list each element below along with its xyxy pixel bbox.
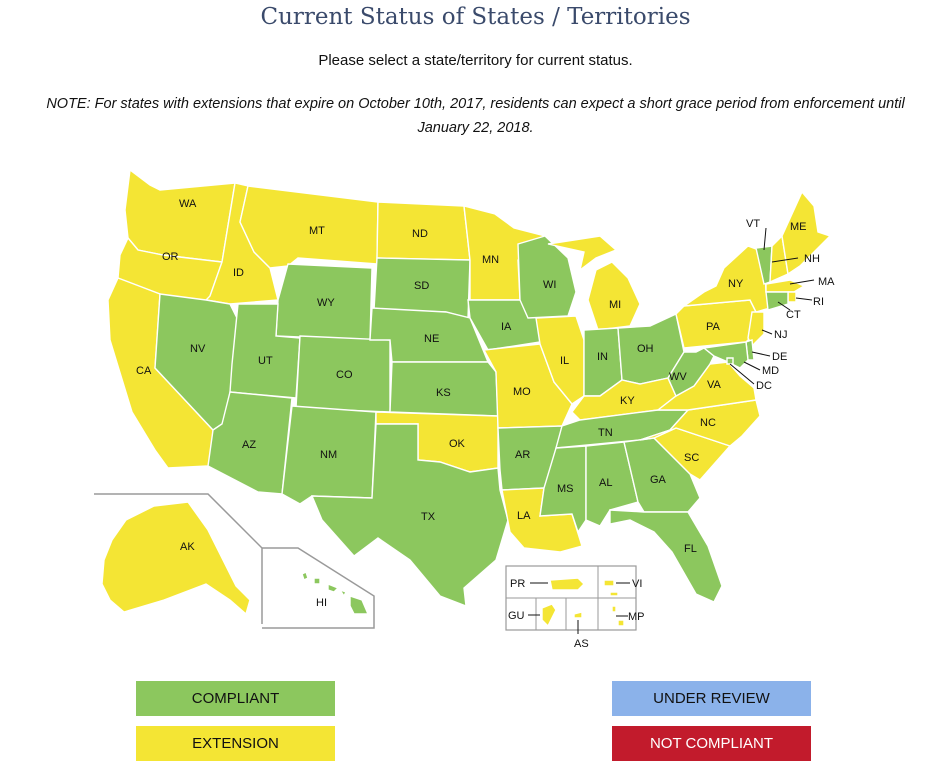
state-dc[interactable] [726, 357, 734, 365]
label-gu: GU [508, 610, 525, 622]
state-hi[interactable] [301, 571, 370, 615]
state-md[interactable] [702, 341, 749, 369]
legend-extension-label: EXTENSION [192, 735, 279, 752]
state-pa[interactable] [675, 299, 757, 349]
legend-under-review-label: UNDER REVIEW [653, 690, 770, 707]
legend-extension-button[interactable]: EXTENSION [136, 726, 335, 761]
territories-inset [505, 565, 637, 631]
label-md: MD [762, 365, 779, 377]
state-ri[interactable] [787, 291, 797, 303]
state-tx[interactable] [310, 423, 509, 608]
label-hi: HI [316, 597, 327, 609]
hawaii-inset-frame [262, 547, 375, 629]
territory-mp[interactable] [611, 605, 625, 627]
note-line-1: NOTE: For states with extensions that ex… [46, 96, 905, 112]
page-title: Current Status of States / Territories [260, 4, 691, 30]
territory-gu[interactable] [541, 603, 557, 628]
legend-not-compliant-button[interactable]: NOT COMPLIANT [612, 726, 811, 761]
state-wa[interactable] [124, 168, 236, 263]
label-pr: PR [510, 578, 525, 590]
state-co[interactable] [295, 335, 391, 413]
state-az[interactable] [207, 391, 293, 495]
state-nj[interactable] [747, 311, 765, 348]
state-mt[interactable] [239, 185, 379, 269]
label-ct: CT [786, 309, 801, 321]
state-wi[interactable] [517, 235, 577, 319]
page-subtitle: Please select a state/territory for curr… [318, 52, 633, 69]
state-me[interactable] [781, 190, 832, 276]
state-nd[interactable] [376, 201, 471, 261]
note-line-2: January 22, 2018. [417, 120, 534, 136]
label-de: DE [772, 351, 787, 363]
state-il[interactable] [535, 315, 585, 405]
legend-under-review-button[interactable]: UNDER REVIEW [612, 681, 811, 716]
us-status-map: WA OR CA ID NV MT WY UT CO AZ NM ND SD N… [94, 168, 835, 650]
label-ri: RI [813, 296, 824, 308]
state-ak[interactable] [101, 501, 251, 616]
label-ma: MA [818, 276, 835, 288]
state-ct[interactable] [765, 291, 789, 311]
label-vi: VI [632, 578, 642, 590]
label-vt: VT [746, 218, 760, 230]
enforcement-note: NOTE: For states with extensions that ex… [0, 92, 951, 140]
state-wy[interactable] [275, 263, 373, 341]
label-leader-lines [528, 227, 815, 634]
legend-compliant-label: COMPLIANT [191, 690, 280, 707]
state-mi[interactable] [547, 235, 641, 331]
legend-not-compliant-label: NOT COMPLIANT [649, 735, 774, 752]
state-nc[interactable] [639, 399, 761, 447]
state-nm[interactable] [281, 405, 377, 505]
territory-pr[interactable] [549, 577, 585, 591]
state-ks[interactable] [389, 361, 499, 417]
label-dc: DC [756, 380, 772, 392]
label-nj: NJ [774, 329, 787, 341]
alaska-inset-frame [94, 493, 263, 624]
state-fl[interactable] [609, 509, 723, 603]
legend-compliant-button[interactable]: COMPLIANT [136, 681, 335, 716]
label-as: AS [574, 638, 589, 650]
territory-as[interactable] [573, 611, 583, 619]
territory-vi[interactable] [603, 579, 619, 597]
